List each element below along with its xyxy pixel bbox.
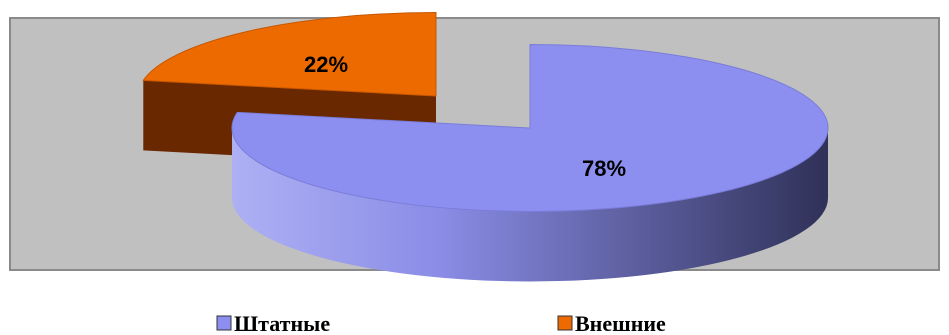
data-label-22: 22%: [304, 52, 348, 77]
slice-rim-0: [232, 128, 828, 282]
slice-shtatnye: [231, 44, 829, 212]
legend-swatch-vneshnie: [557, 315, 573, 331]
pie-slices: [142, 12, 829, 282]
data-labels: 22% 78%: [304, 52, 626, 181]
data-label-78: 78%: [582, 156, 626, 181]
legend-label-vneshnie: Внешние: [575, 311, 666, 335]
slice-vneshnie: [142, 12, 437, 97]
legend-label-shtatnye: Штатные: [234, 311, 330, 335]
legend-item-shtatnye: Штатные: [216, 311, 330, 335]
legend-item-vneshnie: Внешние: [557, 311, 666, 335]
legend: Штатные Внешние: [216, 311, 666, 335]
legend-swatch-shtatnye: [216, 315, 232, 331]
